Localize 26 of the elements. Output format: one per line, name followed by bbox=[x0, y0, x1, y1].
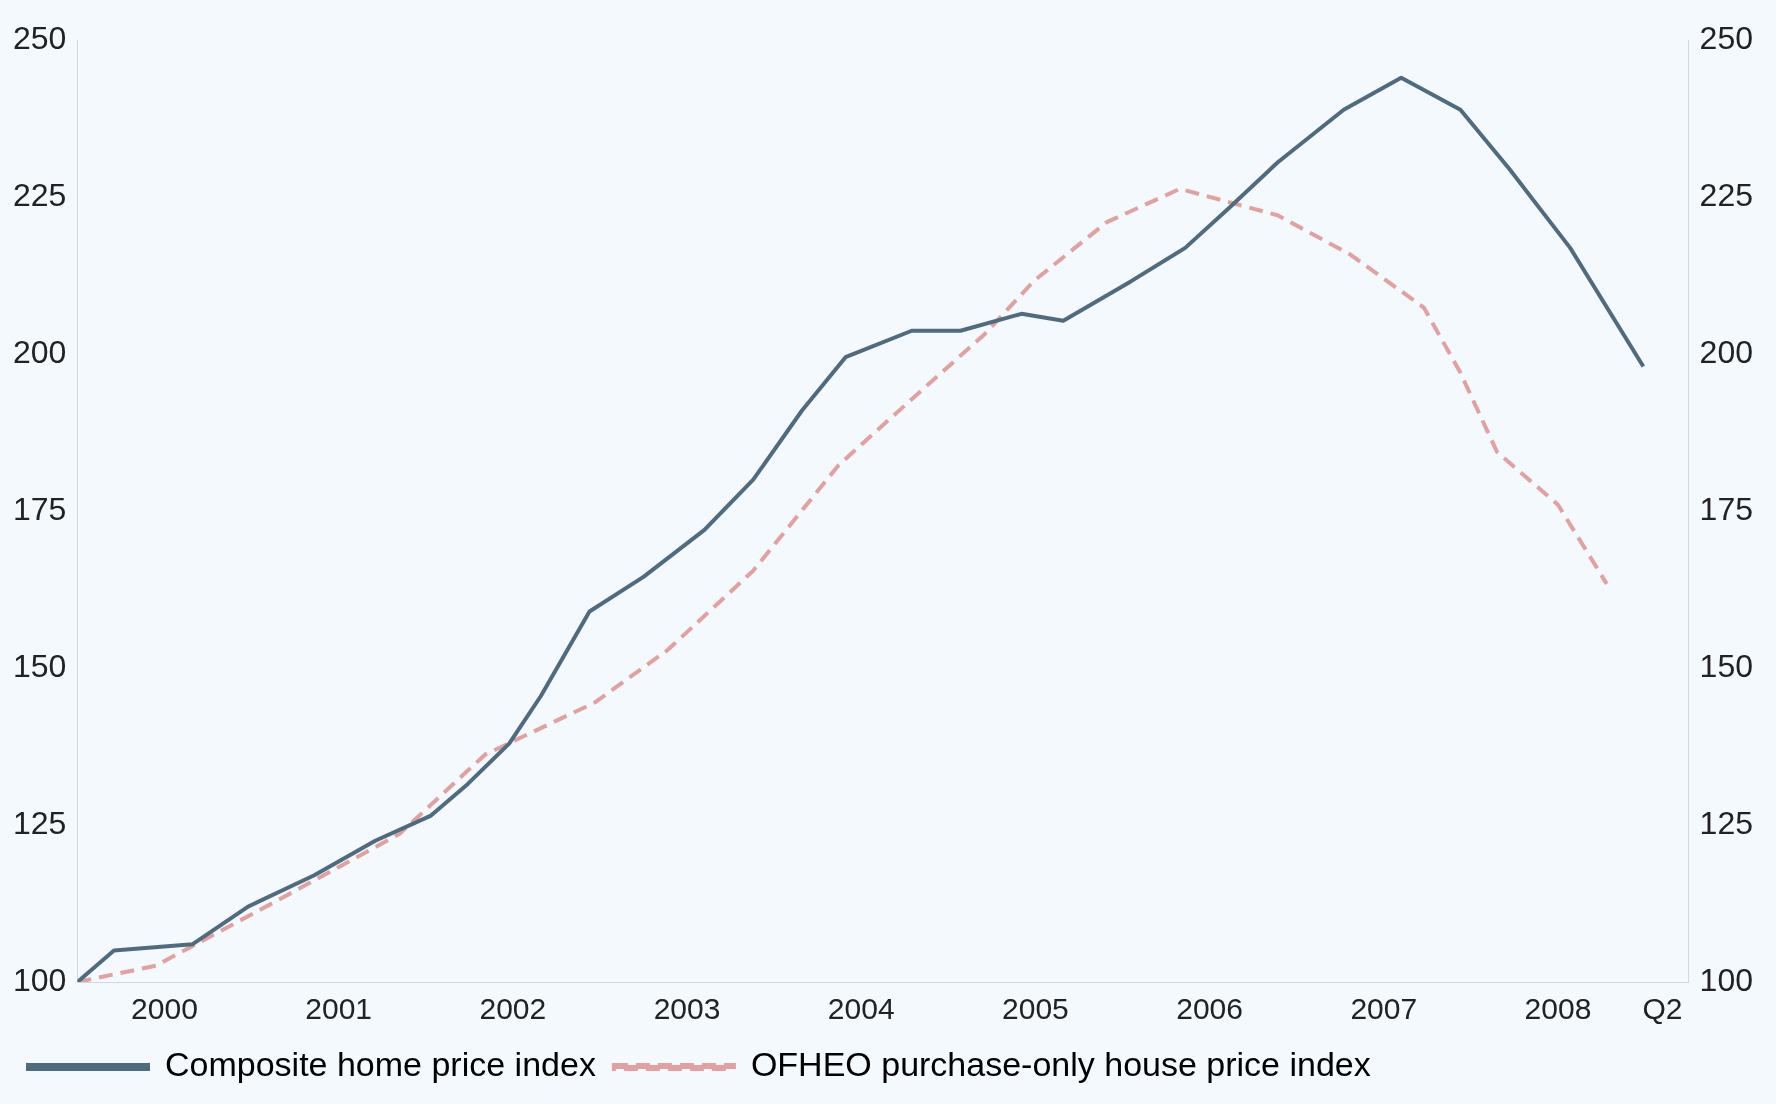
y2-tick-label: 100 bbox=[1699, 961, 1753, 998]
x-tick-label: 2001 bbox=[305, 992, 373, 1026]
x-tick-label: 2008 bbox=[1524, 992, 1592, 1026]
y-tick-label: 225 bbox=[13, 176, 67, 213]
y2-tick-label: 200 bbox=[1699, 333, 1753, 370]
y2-tick-label: 125 bbox=[1699, 804, 1753, 841]
legend-label: Composite home price index bbox=[165, 1045, 596, 1084]
y-tick-label: 100 bbox=[13, 961, 67, 998]
x-tick-label: 2006 bbox=[1176, 992, 1243, 1026]
y-tick-label: 175 bbox=[13, 490, 67, 527]
y2-tick-label: 150 bbox=[1699, 647, 1753, 684]
y2-tick-label: 250 bbox=[1699, 19, 1753, 56]
y-tick-label: 150 bbox=[13, 647, 67, 684]
x-tick-label: 2002 bbox=[479, 992, 547, 1026]
legend-label: OFHEO purchase-only house price index bbox=[750, 1045, 1371, 1084]
y2-tick-label: 225 bbox=[1699, 176, 1753, 213]
x-tick-label: 2007 bbox=[1350, 992, 1418, 1026]
y2-tick-label: 175 bbox=[1699, 490, 1753, 527]
x-tick-label: 2000 bbox=[131, 992, 198, 1026]
y-tick-label: 200 bbox=[13, 333, 67, 370]
x-tick-label: Q2 bbox=[1642, 992, 1683, 1026]
x-tick-label: 2005 bbox=[1002, 992, 1069, 1026]
y-tick-label: 125 bbox=[13, 804, 67, 841]
x-tick-label: 2004 bbox=[827, 992, 895, 1026]
x-tick-label: 2003 bbox=[653, 992, 721, 1026]
y-tick-label: 250 bbox=[13, 19, 67, 56]
